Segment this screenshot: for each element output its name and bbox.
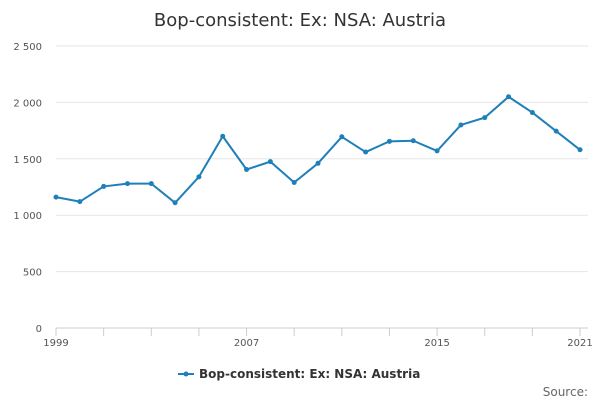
series-line (55, 95, 581, 204)
y-tick-label: 2 000 (13, 98, 42, 109)
y-tick-label: 1 500 (13, 155, 42, 166)
data-point[interactable] (267, 159, 273, 165)
data-point[interactable] (53, 194, 59, 200)
x-tick-label: 1999 (43, 338, 68, 349)
y-tick-label: 500 (23, 268, 42, 279)
source-label: Source: (543, 385, 588, 399)
legend[interactable]: Bop-consistent: Ex: NSA: Austria (178, 367, 420, 381)
data-point[interactable] (172, 200, 178, 206)
data-point[interactable] (196, 174, 202, 180)
y-tick-label: 0 (36, 324, 42, 335)
data-point[interactable] (124, 181, 130, 187)
data-point[interactable] (458, 122, 464, 128)
data-point[interactable] (410, 138, 416, 144)
data-point[interactable] (291, 179, 297, 185)
x-tick-label: 2007 (234, 338, 259, 349)
data-point[interactable] (386, 138, 392, 144)
data-point[interactable] (77, 199, 83, 205)
data-point[interactable] (553, 128, 559, 134)
data-point[interactable] (101, 183, 107, 189)
data-point[interactable] (244, 167, 250, 173)
series-layer (53, 94, 583, 206)
x-tick-label: 2021 (567, 338, 592, 349)
data-point[interactable] (363, 149, 369, 155)
data-point[interactable] (506, 94, 512, 100)
data-point[interactable] (220, 133, 226, 139)
x-axis: 1999 2007 2015 2021 (43, 327, 593, 349)
x-tick-label: 2015 (424, 338, 449, 349)
data-point[interactable] (577, 147, 583, 153)
data-point[interactable] (529, 110, 535, 116)
data-point[interactable] (482, 115, 488, 121)
data-point[interactable] (434, 148, 440, 154)
data-point[interactable] (339, 134, 345, 140)
y-tick-label: 1 000 (13, 211, 42, 222)
y-axis: 0 500 1 000 1 500 2 000 2 500 (13, 42, 42, 335)
data-point[interactable] (315, 160, 321, 166)
data-point[interactable] (148, 181, 154, 187)
y-tick-label: 2 500 (13, 42, 42, 53)
legend-swatch-marker (183, 371, 189, 377)
chart-title: Bop-consistent: Ex: NSA: Austria (154, 10, 446, 31)
legend-label[interactable]: Bop-consistent: Ex: NSA: Austria (199, 367, 420, 381)
